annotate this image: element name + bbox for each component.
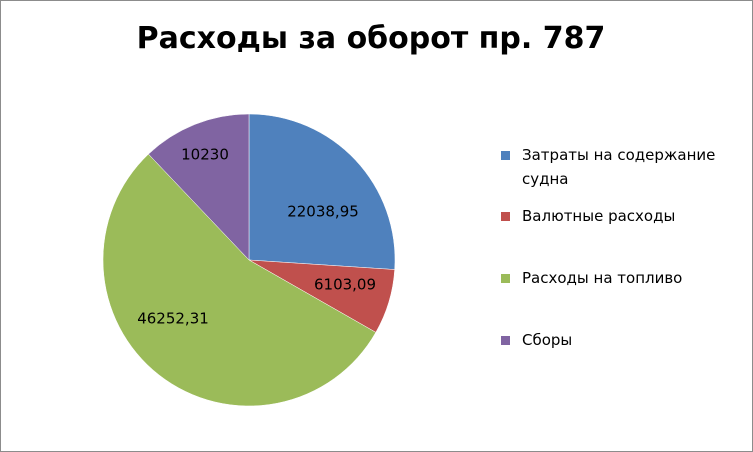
- pie-slice: [148, 113, 250, 261]
- pie-slice: [248, 113, 396, 270]
- slice-data-label: 10230: [181, 146, 229, 164]
- legend-label: Валютные расходы: [522, 207, 676, 225]
- slice-data-label: 6103,09: [314, 276, 376, 294]
- legend-item: Сборы: [501, 328, 746, 352]
- legend-label: Затраты на содержание судна: [522, 146, 716, 188]
- legend-swatch: [501, 212, 510, 221]
- legend-item: Затраты на содержание судна: [501, 143, 746, 191]
- legend-item: Расходы на топливо: [501, 266, 746, 290]
- legend-swatch: [501, 274, 510, 283]
- slice-data-label: 46252,31: [137, 310, 209, 328]
- legend-swatch: [501, 336, 510, 345]
- pie-slice: [102, 153, 377, 407]
- legend-item: Валютные расходы: [501, 204, 746, 228]
- legend-label: Расходы на топливо: [522, 269, 683, 287]
- chart-title: Расходы за оборот пр. 787: [136, 21, 606, 56]
- legend-label: Сборы: [522, 331, 573, 349]
- slice-data-label: 22038,95: [287, 203, 359, 221]
- legend-swatch: [501, 151, 510, 160]
